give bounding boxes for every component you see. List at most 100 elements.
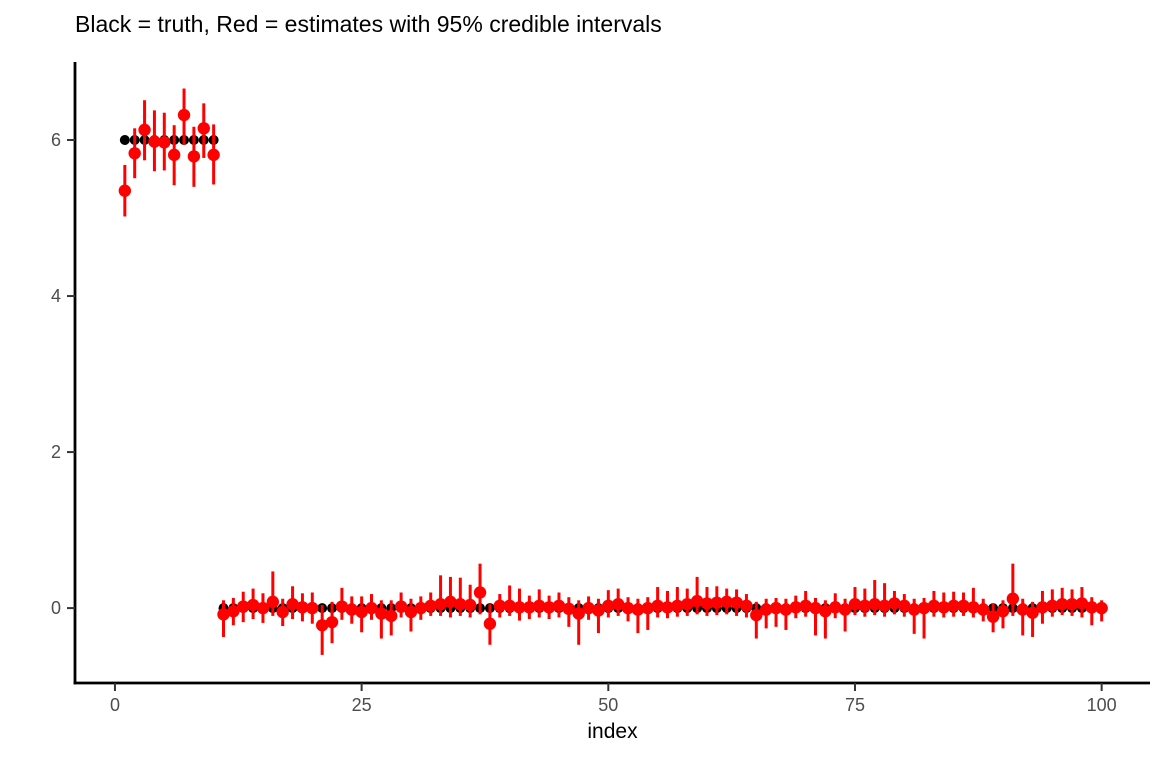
estimate-point [740,599,753,612]
estimate-point [838,603,852,616]
estimate-point [917,601,931,615]
x-axis-ticks: 0 25 50 75 100 [110,683,1117,715]
estimate-point [424,599,437,612]
estimate-point [977,603,990,616]
estimate-point [542,601,556,614]
estimate-point [385,609,398,623]
truth-points [119,135,1107,614]
estimate-point [513,601,526,614]
estimate-point [690,594,704,608]
estimate-point [454,598,467,611]
x-tick-label: 50 [598,695,618,715]
estimate-point [986,610,1000,623]
estimate-point [286,598,299,611]
estimate-point [1046,599,1059,612]
estimate-point [1065,598,1079,611]
estimate-point [829,601,842,614]
estimate-point [276,605,289,619]
estimate-point [1085,601,1098,614]
estimate-point [404,605,418,619]
estimate-point [187,150,201,163]
estimate-point [394,600,408,613]
estimate-point [927,599,941,612]
estimate-point [888,597,901,610]
y-tick-label: 4 [51,286,61,306]
estimate-point [128,147,141,160]
estimate-point [1055,598,1069,611]
estimate-point [868,598,881,611]
estimate-point [750,608,763,622]
chart-title: Black = truth, Red = estimates with 95% … [75,11,662,37]
estimate-point [1095,601,1108,615]
estimate-point [898,599,911,612]
estimate-point [266,595,280,609]
credible-interval-bars [123,88,1104,655]
y-tick-label: 2 [51,442,61,462]
estimate-point [621,601,635,615]
estimate-point [197,122,210,135]
estimate-point [947,599,960,612]
estimate-point [246,598,260,612]
estimate-point [217,608,230,621]
estimate-point [296,601,309,614]
estimate-point [878,599,891,612]
estimate-point [533,599,546,612]
estimate-point [730,596,743,609]
estimate-point [799,599,812,612]
estimate-point [809,601,822,615]
estimate-point [641,601,654,615]
estimate-point [1026,606,1039,619]
estimate-point [671,599,684,612]
estimate-point [523,601,536,614]
estimate-point [710,596,724,609]
estimate-point [434,598,447,611]
estimate-point [315,619,329,632]
estimate-point [444,595,457,609]
estimate-point [503,599,516,612]
estimate-point [158,136,171,149]
estimate-point [789,601,802,614]
estimate-point [1006,592,1020,605]
estimate-point [602,599,615,612]
estimate-point [345,603,358,616]
estimate-point [375,607,388,620]
x-tick-label: 0 [110,695,120,715]
estimate-point [335,600,349,613]
estimate-point [661,601,674,614]
estimate-point [463,598,477,612]
estimate-point [611,598,625,611]
estimate-point [355,605,368,619]
estimate-point [582,601,595,615]
estimate-point [306,601,319,615]
estimate-point [562,602,576,616]
truth-point [119,135,130,146]
estimate-point [681,598,694,611]
estimate-point [207,148,220,162]
y-tick-label: 0 [51,598,61,618]
estimate-point [414,601,428,615]
estimate-point [473,586,487,599]
estimate-point [138,123,151,137]
estimate-point [237,600,250,613]
estimate-point [177,108,191,122]
x-tick-label: 75 [845,695,865,715]
estimate-point [858,599,872,612]
estimate-point [996,605,1010,618]
estimate-point [552,599,566,612]
x-tick-label: 25 [352,695,372,715]
estimate-point [779,603,793,616]
x-axis-label: index [587,720,638,743]
estimate-point [769,601,783,615]
estimate-point [325,615,339,629]
estimate-point [967,601,980,614]
estimate-point [848,598,862,611]
estimate-point [365,601,378,615]
estimate-point [118,184,132,197]
estimate-point [483,617,497,630]
estimate-point [1036,601,1049,614]
estimate-point [819,605,832,618]
estimate-point [957,599,970,612]
estimate-point [1075,597,1089,610]
estimate-point [227,605,240,618]
